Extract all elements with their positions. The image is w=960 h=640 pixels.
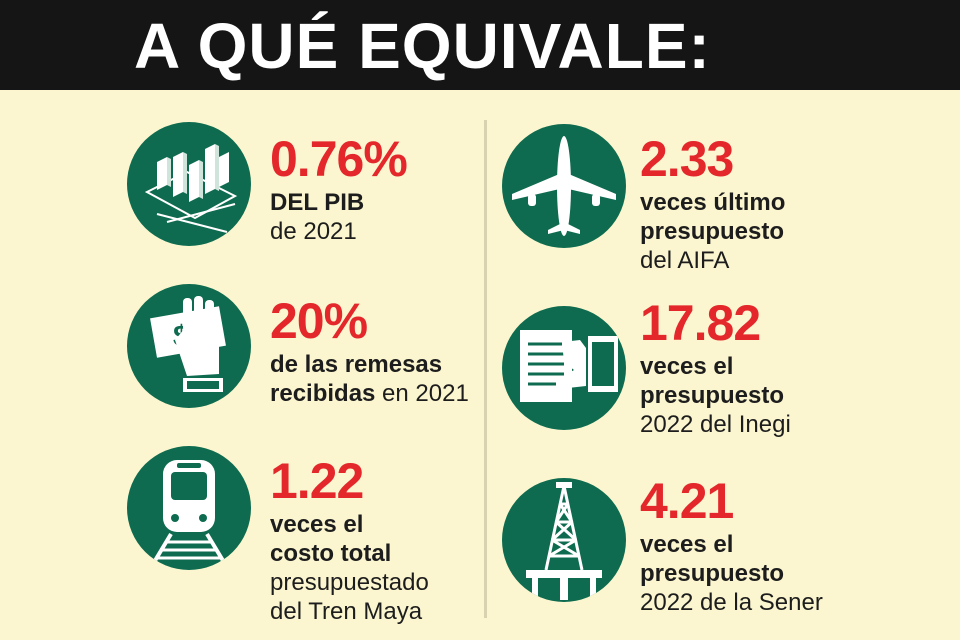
stat-label-bold: presupuesto: [640, 382, 785, 409]
bar-chart-icon: [127, 122, 251, 246]
stat-value: 0.76%: [270, 131, 408, 187]
stat-label-bold: recibidas: [270, 380, 376, 407]
page-title: A QUÉ EQUIVALE:: [134, 10, 711, 82]
column-divider: [484, 120, 487, 618]
stat-label-bold: de las remesas: [270, 351, 443, 378]
stat-label-bold: veces último: [640, 189, 786, 216]
stat-value: 2.33: [640, 131, 734, 187]
train-icon: [127, 446, 251, 570]
stat-label-bold: costo total: [270, 540, 392, 567]
document-hand-icon: [502, 306, 626, 430]
stat-text-remesas: 20% de las remesas recibidas en 2021: [270, 296, 469, 408]
stat-label: en 2021: [375, 380, 469, 407]
stat-label: presupuestado: [270, 569, 429, 596]
stat-label-bold: veces el: [640, 353, 734, 380]
stat-label-bold: veces el: [270, 511, 364, 538]
stat-text-sener: 4.21 veces el presupuesto 2022 de la Sen…: [640, 476, 823, 617]
stat-text-inegi: 17.82 veces el presupuesto 2022 del Ineg…: [640, 298, 791, 439]
stat-value: 20%: [270, 293, 368, 349]
stat-label-bold: presupuesto: [640, 218, 785, 245]
stat-value: 4.21: [640, 473, 734, 529]
stat-label-bold: presupuesto: [640, 560, 785, 587]
stat-value: 1.22: [270, 453, 364, 509]
stat-label: del AIFA: [640, 247, 730, 274]
stat-text-pib: 0.76% DEL PIB de 2021: [270, 131, 408, 246]
airplane-icon: [502, 124, 626, 248]
oil-rig-icon: [502, 478, 626, 602]
stat-value: 17.82: [640, 295, 761, 351]
stat-label: 2022 del Inegi: [640, 411, 791, 438]
stat-text-tren-maya: 1.22 veces el costo total presupuestado …: [270, 456, 429, 626]
stat-label: 2022 de la Sener: [640, 589, 823, 616]
stat-label: de 2021: [270, 218, 357, 245]
header-bar: A QUÉ EQUIVALE:: [0, 0, 960, 90]
stat-label: del Tren Maya: [270, 598, 423, 625]
stat-text-aifa: 2.33 veces último presupuesto del AIFA: [640, 134, 785, 275]
stat-label-bold: DEL PIB: [270, 189, 365, 216]
hand-money-icon: $: [127, 284, 251, 408]
stat-label-bold: veces el: [640, 531, 734, 558]
